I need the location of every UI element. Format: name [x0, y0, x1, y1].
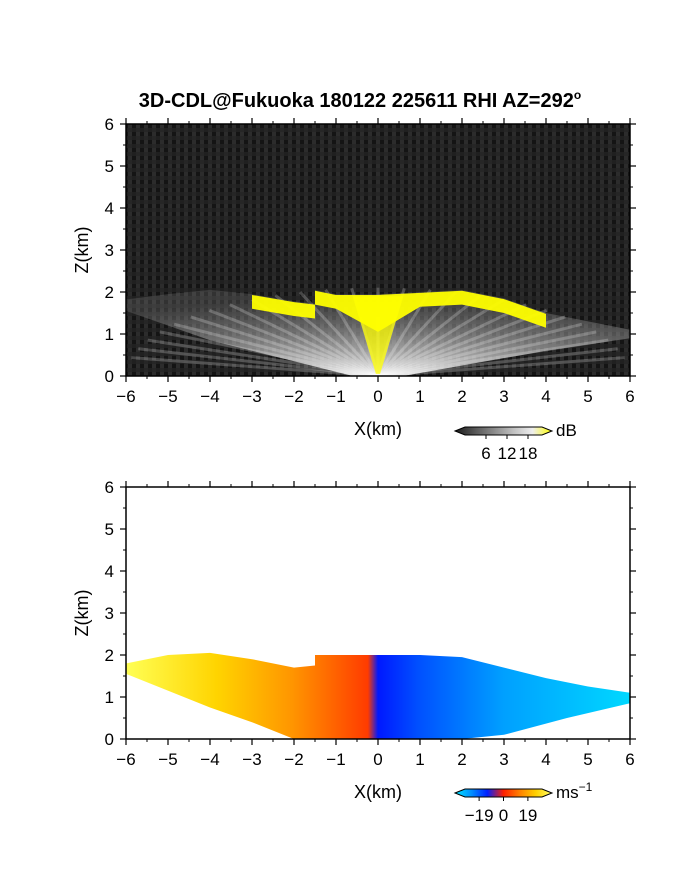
y-tick-label: 5: [105, 520, 114, 539]
y-axis-label: Z(km): [72, 227, 92, 274]
x-tick-label: −3: [242, 750, 261, 769]
x-axis-label: X(km): [354, 419, 402, 439]
x-tick-label: −4: [200, 750, 219, 769]
beam-ray: [376, 291, 457, 376]
x-tick-label: −4: [200, 387, 219, 406]
x-tick-label: 5: [583, 750, 592, 769]
x-tick-label: −5: [158, 750, 177, 769]
x-tick-label: −1: [326, 750, 345, 769]
x-tick-label: −6: [116, 387, 135, 406]
x-tick-label: 3: [499, 387, 508, 406]
x-tick-label: 6: [625, 387, 634, 406]
beam-ray: [377, 298, 505, 376]
beam-ray: [377, 338, 609, 376]
y-tick-label: 0: [105, 367, 114, 386]
colorbar-tick-label: −19: [465, 806, 494, 825]
x-tick-label: −1: [326, 387, 345, 406]
colorbar-scale: [453, 426, 554, 436]
y-tick-label: 1: [105, 688, 114, 707]
x-tick-label: 0: [373, 387, 382, 406]
beam-ray: [377, 303, 527, 376]
y-tick-label: 4: [105, 562, 114, 581]
colorbar-tick-label: 0: [499, 806, 508, 825]
colorbar-unit: ms−1: [556, 780, 593, 802]
colorbar-tick-label: 6: [481, 444, 490, 463]
x-tick-label: −2: [284, 750, 303, 769]
colorbar-tick-label: 12: [498, 444, 517, 463]
figure-title: 3D-CDL@Fukuoka 180122 225611 RHI AZ=292o: [139, 88, 581, 112]
beam-ray: [377, 309, 548, 376]
x-tick-label: 3: [499, 750, 508, 769]
x-tick-label: −5: [158, 387, 177, 406]
colorbar-scale: [453, 788, 554, 798]
y-tick-label: 2: [105, 283, 114, 302]
x-tick-label: −2: [284, 387, 303, 406]
x-tick-label: −3: [242, 387, 261, 406]
colorbar: 6 12 18 dB: [453, 421, 577, 463]
x-tick-label: 5: [583, 387, 592, 406]
y-tick-label: 6: [105, 115, 114, 134]
beam-ray: [377, 347, 618, 376]
x-tick-label: 2: [457, 387, 466, 406]
echo-region: [126, 287, 630, 376]
saturated-column: [352, 296, 404, 374]
x-tick-label: 4: [541, 387, 550, 406]
y-axis-label: Z(km): [72, 590, 92, 637]
beam-ray: [208, 309, 379, 376]
beam-ray: [377, 330, 597, 376]
colorbar: −19 0 19 ms−1: [453, 780, 593, 825]
y-tick-label: 3: [105, 604, 114, 623]
beam-ray: [377, 315, 566, 376]
y-tick-label: 1: [105, 325, 114, 344]
beam-ray: [138, 347, 379, 376]
beam-ray: [131, 356, 379, 376]
beam-ray: [173, 322, 379, 376]
x-tick-label: 2: [457, 750, 466, 769]
beam-ray: [229, 303, 379, 376]
x-tick-label: 4: [541, 750, 550, 769]
y-tick-label: 5: [105, 157, 114, 176]
y-tick-label: 0: [105, 730, 114, 749]
saturated-cap: [252, 290, 546, 332]
beam-ray: [159, 330, 379, 376]
velocity-echo: [126, 652, 630, 739]
x-tick-label: 1: [415, 387, 424, 406]
beam-ray: [147, 338, 379, 376]
velocity-panel: −6 −5 −4 −3 −2 −1 0 1 2 3 4 5 6 0 1 2 3 4 5 6 X(km) Z(km) −19 0…: [72, 478, 636, 825]
x-tick-label: 6: [625, 750, 634, 769]
echo-region: [126, 652, 630, 739]
colorbar-tick-label: 19: [518, 806, 537, 825]
y-tick-label: 2: [105, 646, 114, 665]
x-tick-label: −6: [116, 750, 135, 769]
x-axis-label: X(km): [354, 782, 402, 802]
y-tick-label: 4: [105, 199, 114, 218]
colorbar-unit: dB: [556, 421, 577, 440]
beam-ray: [377, 356, 625, 376]
colorbar-tick-label: 18: [519, 444, 538, 463]
x-tick-label: 1: [415, 750, 424, 769]
beam-ray: [377, 294, 482, 376]
beam-ray: [190, 315, 379, 376]
beam-ray: [377, 322, 583, 376]
x-tick-label: 0: [373, 750, 382, 769]
y-tick-label: 3: [105, 241, 114, 260]
y-tick-label: 6: [105, 478, 114, 497]
